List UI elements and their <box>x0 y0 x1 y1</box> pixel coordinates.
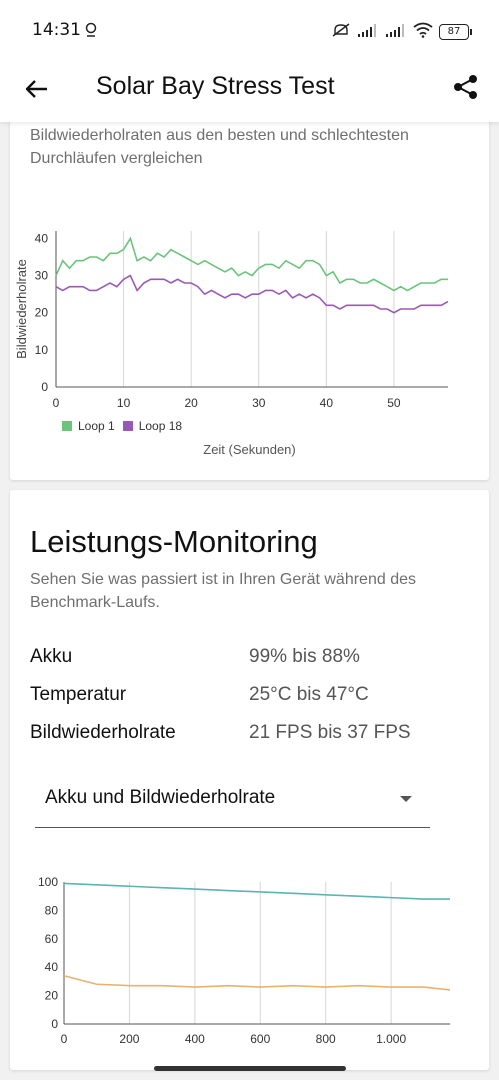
y-tick-label: 10 <box>35 343 49 357</box>
dropdown-caret-icon <box>400 796 412 802</box>
loop-comparison-chart: 0 10 20 30 40 50 0 10 20 30 40 Bildwiederholrate <box>14 231 449 410</box>
app-bar: Solar Bay Stress Test <box>0 60 499 122</box>
back-button[interactable] <box>22 74 52 104</box>
metric-value: 25°C bis 47°C <box>249 684 369 705</box>
y-tick-label: 40 <box>35 231 49 245</box>
metric-name: Akku <box>30 646 73 667</box>
section-description: Sehen Sie was passiert ist in Ihren Gerä… <box>30 571 416 611</box>
legend-item-loop-18[interactable]: Loop 18 <box>122 419 183 433</box>
location-icon <box>84 22 98 42</box>
y-tick-label: 0 <box>41 380 48 394</box>
status-time: 14:31 <box>32 20 81 40</box>
x-axis-title: Zeit (Sekunden) <box>10 442 489 457</box>
x-tick-label: 50 <box>387 396 401 410</box>
signal-icon-2 <box>385 23 407 42</box>
series-line-loop-1 <box>55 236 448 292</box>
legend-swatch <box>62 421 72 431</box>
legend-label: Loop 1 <box>78 419 115 433</box>
battery-framerate-chart: 0 200 400 600 800 1.000 0 20 40 60 80 100 <box>38 875 451 1046</box>
series-line-framerate <box>63 974 451 991</box>
chart-selector-dropdown[interactable]: Akku und Bildwiederholrate <box>35 773 430 828</box>
legend-label: Loop 18 <box>138 419 183 433</box>
loop-comparison-card: Bildwiederholraten aus den besten und sc… <box>10 110 489 480</box>
metric-name: Bildwiederholrate <box>30 722 176 743</box>
x-tick-label: 0 <box>53 396 60 410</box>
status-icons: 87 <box>331 22 472 42</box>
mute-icon <box>331 22 351 42</box>
x-tick-label: 600 <box>250 1032 270 1046</box>
battery-indicator: 87 <box>439 24 472 40</box>
y-tick-label: 60 <box>45 932 59 946</box>
back-arrow-icon <box>25 80 47 98</box>
wifi-icon <box>413 22 433 42</box>
x-tick-label: 1.000 <box>376 1032 406 1046</box>
y-tick-label: 40 <box>45 960 59 974</box>
section-title: Leistungs-Monitoring <box>30 524 318 559</box>
performance-monitoring-card: Leistungs-Monitoring Sehen Sie was passi… <box>10 490 489 1070</box>
x-tick-label: 40 <box>320 396 334 410</box>
x-tick-label: 400 <box>185 1032 205 1046</box>
home-indicator[interactable] <box>154 1066 346 1071</box>
status-bar: 14:31 87 <box>0 0 499 60</box>
x-tick-label: 30 <box>252 396 266 410</box>
share-icon <box>454 75 477 99</box>
loop-comparison-description: Bildwiederholraten aus den besten und sc… <box>30 127 409 167</box>
dropdown-selected-value: Akku und Bildwiederholrate <box>45 787 276 808</box>
x-axis-title-text: Zeit (Sekunden) <box>203 442 296 457</box>
x-tick-label: 800 <box>316 1032 336 1046</box>
legend-item-loop-1[interactable]: Loop 1 <box>62 419 115 433</box>
y-tick-label: 100 <box>38 875 58 889</box>
signal-icon <box>357 23 379 42</box>
x-tick-label: 0 <box>61 1032 68 1046</box>
metric-name: Temperatur <box>30 684 127 705</box>
share-button[interactable] <box>451 72 481 102</box>
page-title: Solar Bay Stress Test <box>96 72 335 100</box>
y-tick-label: 20 <box>35 306 49 320</box>
metric-value: 21 FPS bis 37 FPS <box>249 722 411 743</box>
y-tick-label: 30 <box>35 269 49 283</box>
x-tick-label: 10 <box>117 396 131 410</box>
chart-legend: Loop 1 Loop 18 <box>62 419 182 433</box>
series-line-battery <box>63 882 450 900</box>
x-tick-label: 200 <box>119 1032 139 1046</box>
x-tick-label: 20 <box>184 396 198 410</box>
series-line-loop-18 <box>55 274 449 314</box>
y-tick-label: 20 <box>45 989 59 1003</box>
y-tick-label: 0 <box>51 1017 58 1031</box>
y-axis-title: Bildwiederholrate <box>14 259 29 359</box>
y-tick-label: 80 <box>45 903 59 917</box>
legend-swatch <box>122 421 133 431</box>
metric-value: 99% bis 88% <box>249 646 360 667</box>
